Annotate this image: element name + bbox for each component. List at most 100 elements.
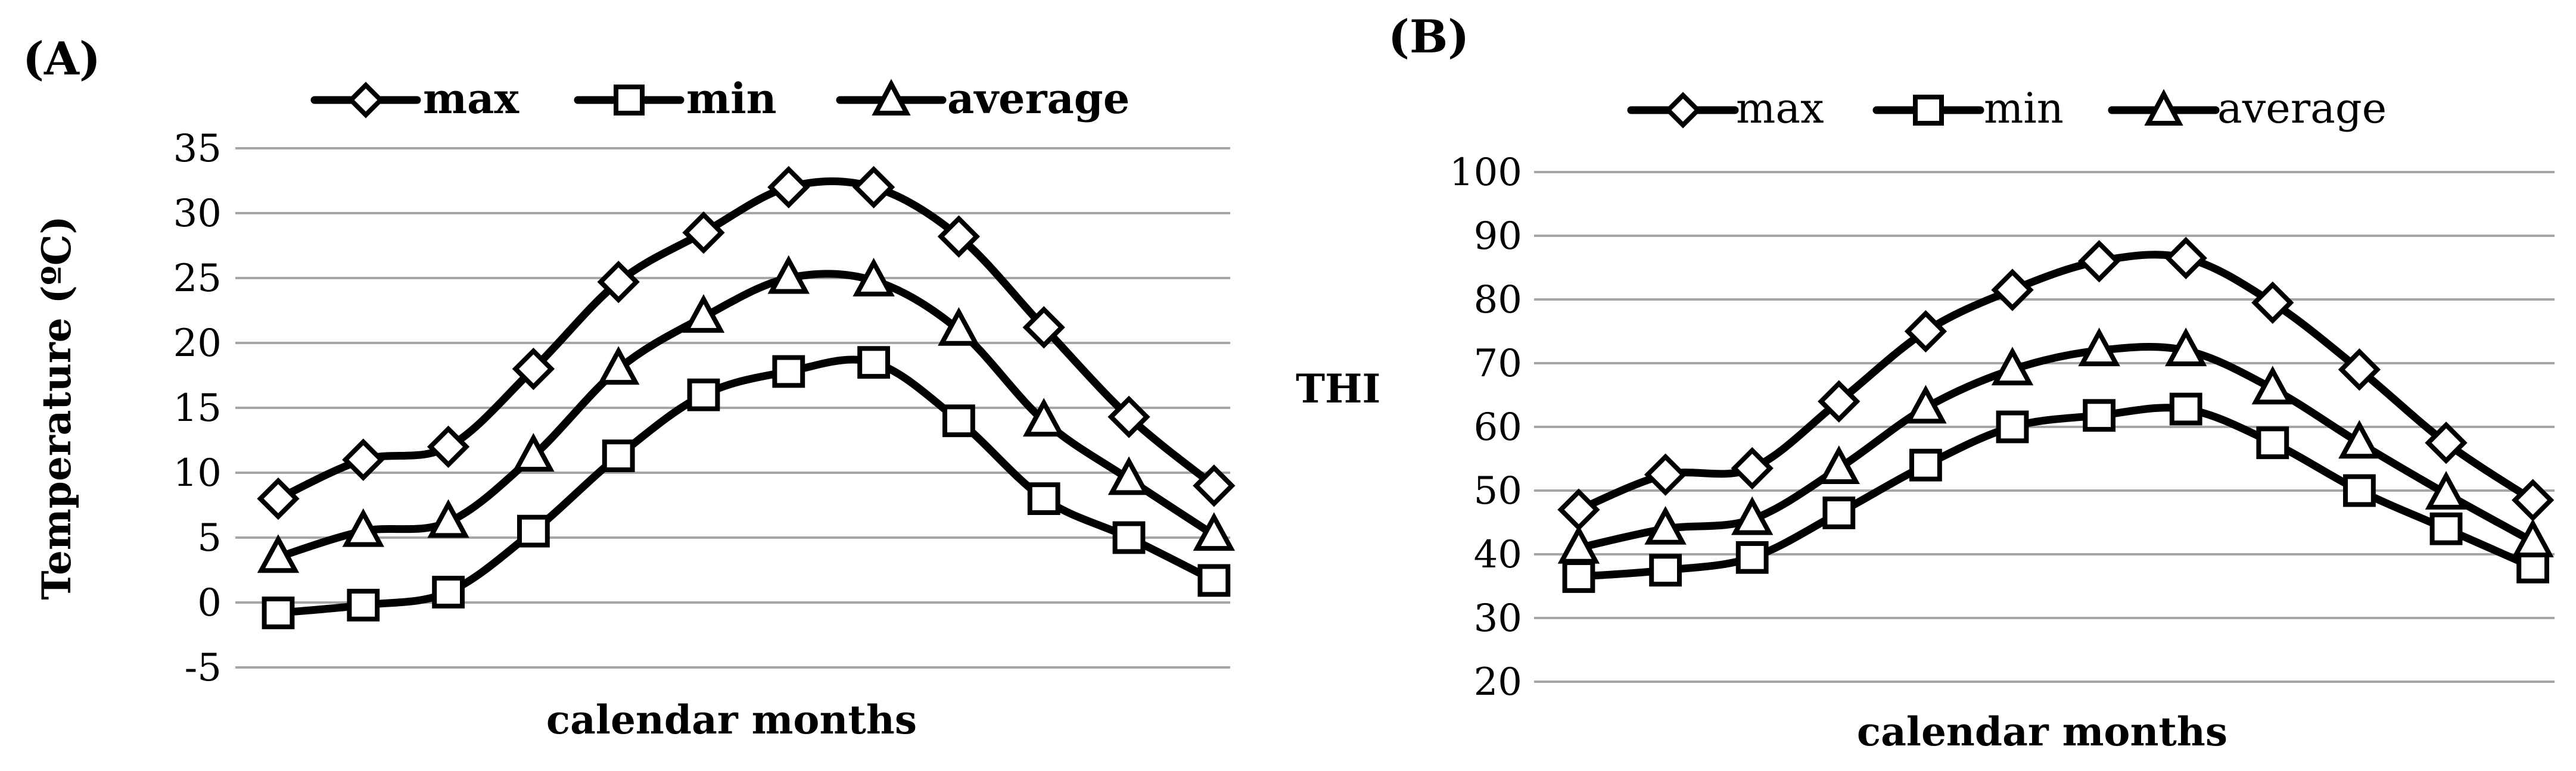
point-b-average-8 — [2164, 327, 2207, 367]
ytick-b-30: 30 — [1474, 597, 1522, 641]
point-b-min-4 — [1822, 497, 1856, 529]
ytick-b-20: 20 — [1474, 660, 1522, 704]
ytick-b-60: 60 — [1474, 405, 1522, 450]
point-b-average-7 — [2078, 327, 2120, 367]
point-a-max-8 — [852, 166, 895, 209]
point-b-max-3 — [1731, 447, 1774, 490]
ytick-a-15: 15 — [173, 386, 222, 430]
legend-b-min-label: min — [1984, 84, 2064, 133]
plot-area-a — [257, 166, 1236, 629]
legend-a-min-label: min — [686, 74, 777, 123]
panel-label-a: (A) — [23, 32, 101, 85]
point-b-average-4 — [1818, 445, 1861, 485]
point-a-max-7 — [767, 166, 810, 209]
point-a-min-1 — [262, 597, 295, 629]
point-b-average-11 — [2425, 470, 2468, 510]
point-b-min-8 — [2169, 392, 2202, 426]
series-line-a-max — [274, 177, 1218, 503]
point-b-min-9 — [2256, 426, 2289, 460]
legend-a: max min average — [310, 74, 1130, 123]
ytick-a-0: 0 — [197, 581, 222, 625]
point-a-max-10 — [1022, 306, 1065, 349]
point-a-min-9 — [942, 404, 975, 438]
ytick-a-5: 5 — [197, 516, 222, 560]
series-line-a-min — [274, 355, 1218, 617]
point-a-max-2 — [342, 438, 385, 481]
point-a-average-7 — [767, 255, 810, 294]
ytick-b-40: 40 — [1474, 533, 1522, 577]
point-b-average-10 — [2338, 420, 2381, 459]
point-b-min-1 — [1562, 560, 1595, 593]
point-a-average-2 — [342, 508, 385, 547]
point-b-average-12 — [2512, 519, 2554, 558]
point-b-min-2 — [1649, 554, 1682, 587]
legend-b-min-marker — [1913, 95, 1944, 126]
point-a-min-11 — [1112, 521, 1146, 554]
point-a-max-5 — [597, 260, 640, 304]
point-a-min-2 — [347, 588, 380, 622]
point-b-min-3 — [1735, 541, 1769, 574]
point-a-min-8 — [857, 346, 890, 379]
point-a-min-10 — [1027, 482, 1060, 516]
xlabel-b: calendar months — [1857, 708, 2227, 755]
point-a-max-3 — [427, 425, 470, 469]
point-b-max-11 — [2425, 422, 2468, 464]
ytick-b-50: 50 — [1474, 469, 1522, 513]
point-b-max-7 — [2077, 240, 2121, 283]
point-b-min-11 — [2429, 512, 2463, 545]
point-b-average-9 — [2251, 366, 2294, 405]
point-a-average-5 — [597, 346, 640, 385]
point-b-max-1 — [1557, 488, 1600, 531]
ytick-a-25: 25 — [173, 257, 222, 301]
series-line-b-min — [1575, 404, 2537, 580]
ytick-a-35: 35 — [173, 127, 222, 171]
point-b-average-3 — [1731, 496, 1774, 535]
point-a-max-1 — [257, 477, 300, 520]
ytick-b-100: 100 — [1449, 151, 1522, 195]
ylabel-b: THI — [1296, 366, 1380, 412]
point-a-max-9 — [937, 215, 981, 258]
ytick-a-20: 20 — [173, 321, 222, 366]
legend-a-min-marker — [614, 85, 645, 116]
point-a-min-12 — [1197, 564, 1231, 597]
point-a-min-5 — [602, 439, 635, 473]
ytick-a-neg5: -5 — [185, 646, 222, 690]
point-b-average-2 — [1644, 505, 1687, 545]
point-a-max-12 — [1193, 464, 1236, 507]
point-a-max-6 — [682, 211, 725, 254]
point-b-average-5 — [1905, 385, 1947, 424]
legend-a-average-label: average — [947, 74, 1130, 123]
xlabel-a: calendar months — [546, 697, 917, 743]
point-b-max-2 — [1644, 453, 1687, 496]
legend-b-average-label: average — [2217, 84, 2387, 133]
point-a-average-11 — [1107, 456, 1150, 495]
point-a-average-10 — [1022, 398, 1065, 437]
chart-panel-b: (B) max min average 100 90 80 70 60 50 — [1296, 10, 2555, 755]
ytick-a-10: 10 — [173, 451, 222, 495]
point-b-min-6 — [1996, 410, 2029, 444]
point-b-min-7 — [2083, 399, 2115, 432]
point-b-max-12 — [2511, 479, 2555, 522]
point-b-min-10 — [2343, 474, 2376, 507]
legend-b-max-marker — [1665, 92, 1701, 129]
point-b-max-4 — [1818, 380, 1861, 423]
point-a-average-4 — [512, 433, 555, 472]
legend-b-average-marker — [2144, 89, 2183, 126]
legend-a-max-marker — [347, 82, 384, 118]
ytick-a-30: 30 — [173, 192, 222, 236]
point-a-min-3 — [432, 576, 465, 608]
legend-a-average-marker — [872, 79, 911, 116]
point-a-max-11 — [1107, 395, 1150, 438]
ytick-b-80: 80 — [1474, 278, 1522, 322]
point-b-max-6 — [1991, 269, 2034, 311]
ytick-b-70: 70 — [1474, 342, 1522, 386]
point-b-min-5 — [1909, 448, 1942, 482]
point-a-average-8 — [853, 257, 895, 296]
point-b-max-9 — [2251, 281, 2294, 324]
point-a-min-7 — [772, 355, 805, 388]
ytick-b-90: 90 — [1474, 214, 1522, 258]
point-a-max-4 — [512, 347, 555, 391]
point-a-average-9 — [938, 307, 980, 346]
point-b-average-6 — [1991, 347, 2034, 386]
